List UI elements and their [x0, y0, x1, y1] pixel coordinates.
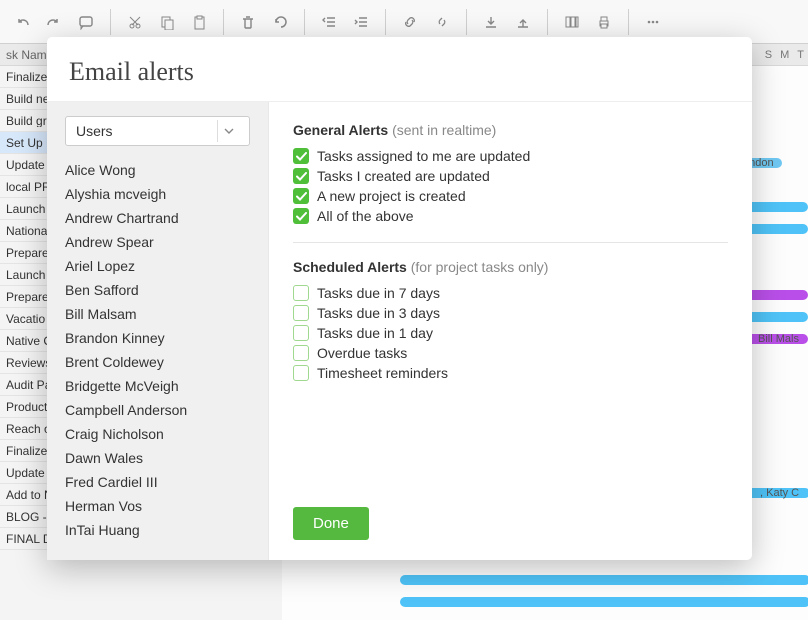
user-item[interactable]: Craig Nicholson — [65, 422, 250, 446]
print-icon[interactable] — [592, 10, 616, 34]
general-alerts-heading: General Alerts (sent in realtime) — [293, 122, 728, 138]
done-button[interactable]: Done — [293, 507, 369, 540]
chevron-down-icon — [217, 120, 239, 142]
gantt-bar-label: , Katy C — [760, 487, 799, 499]
option-label: Tasks I created are updated — [317, 168, 490, 184]
link-icon[interactable] — [398, 10, 422, 34]
general-option[interactable]: Tasks I created are updated — [293, 166, 728, 186]
user-item[interactable]: Bill Malsam — [65, 302, 250, 326]
users-pane: Users Alice WongAlyshia mcveighAndrew Ch… — [47, 102, 269, 560]
user-item[interactable]: Herman Vos — [65, 494, 250, 518]
checkbox-icon[interactable] — [293, 285, 309, 301]
option-label: Timesheet reminders — [317, 365, 448, 381]
trash-icon[interactable] — [236, 10, 260, 34]
user-item[interactable]: Campbell Anderson — [65, 398, 250, 422]
checkbox-icon[interactable] — [293, 208, 309, 224]
gantt-bar[interactable] — [400, 575, 808, 585]
user-item[interactable]: Brandon Kinney — [65, 326, 250, 350]
toolbar-divider — [547, 9, 548, 35]
option-label: Tasks due in 1 day — [317, 325, 433, 341]
alerts-pane: General Alerts (sent in realtime) Tasks … — [269, 102, 752, 560]
copy-icon[interactable] — [155, 10, 179, 34]
gantt-day: T — [797, 49, 804, 61]
checkbox-icon[interactable] — [293, 168, 309, 184]
user-item[interactable]: Andrew Spear — [65, 230, 250, 254]
dropdown-label: Users — [76, 123, 113, 139]
paste-icon[interactable] — [187, 10, 211, 34]
user-item[interactable]: Alice Wong — [65, 158, 250, 182]
user-list: Alice WongAlyshia mcveighAndrew Chartran… — [65, 158, 250, 542]
user-item[interactable]: Fred Cardiel III — [65, 470, 250, 494]
general-option[interactable]: A new project is created — [293, 186, 728, 206]
toolbar-divider — [223, 9, 224, 35]
comment-icon[interactable] — [74, 10, 98, 34]
toolbar-divider — [110, 9, 111, 35]
user-item[interactable]: Ariel Lopez — [65, 254, 250, 278]
checkbox-icon[interactable] — [293, 148, 309, 164]
scheduled-option[interactable]: Timesheet reminders — [293, 363, 728, 383]
general-option[interactable]: Tasks assigned to me are updated — [293, 146, 728, 166]
scheduled-option[interactable]: Tasks due in 7 days — [293, 283, 728, 303]
toolbar-divider — [466, 9, 467, 35]
checkbox-icon[interactable] — [293, 305, 309, 321]
scheduled-option[interactable]: Overdue tasks — [293, 343, 728, 363]
revert-icon[interactable] — [268, 10, 292, 34]
cut-icon[interactable] — [123, 10, 147, 34]
user-item[interactable]: Bridgette McVeigh — [65, 374, 250, 398]
gantt-bar-label: Bill Mals — [758, 333, 799, 345]
toolbar-divider — [628, 9, 629, 35]
user-item[interactable]: Brent Coldewey — [65, 350, 250, 374]
user-item[interactable]: Ben Safford — [65, 278, 250, 302]
undo-icon[interactable] — [10, 10, 34, 34]
scheduled-alerts-heading: Scheduled Alerts (for project tasks only… — [293, 259, 728, 275]
gantt-day: S — [765, 49, 772, 61]
columns-icon[interactable] — [560, 10, 584, 34]
users-dropdown[interactable]: Users — [65, 116, 250, 146]
modal-body: Users Alice WongAlyshia mcveighAndrew Ch… — [47, 101, 752, 560]
user-item[interactable]: InTai Huang — [65, 518, 250, 542]
section-divider — [293, 242, 728, 243]
option-label: A new project is created — [317, 188, 466, 204]
user-item[interactable]: Alyshia mcveigh — [65, 182, 250, 206]
indent-icon[interactable] — [349, 10, 373, 34]
gantt-bar[interactable] — [400, 597, 808, 607]
download-icon[interactable] — [479, 10, 503, 34]
upload-icon[interactable] — [511, 10, 535, 34]
redo-icon[interactable] — [42, 10, 66, 34]
outdent-icon[interactable] — [317, 10, 341, 34]
option-label: Tasks due in 3 days — [317, 305, 440, 321]
checkbox-icon[interactable] — [293, 365, 309, 381]
general-option[interactable]: All of the above — [293, 206, 728, 226]
option-label: Tasks assigned to me are updated — [317, 148, 530, 164]
unlink-icon[interactable] — [430, 10, 454, 34]
option-label: Tasks due in 7 days — [317, 285, 440, 301]
checkbox-icon[interactable] — [293, 325, 309, 341]
gantt-day: M — [780, 49, 789, 61]
checkbox-icon[interactable] — [293, 345, 309, 361]
more-icon[interactable] — [641, 10, 665, 34]
modal-title: Email alerts — [47, 37, 752, 101]
user-item[interactable]: Andrew Chartrand — [65, 206, 250, 230]
email-alerts-modal: Email alerts Users Alice WongAlyshia mcv… — [47, 37, 752, 560]
scheduled-option[interactable]: Tasks due in 3 days — [293, 303, 728, 323]
user-item[interactable]: Dawn Wales — [65, 446, 250, 470]
scheduled-option[interactable]: Tasks due in 1 day — [293, 323, 728, 343]
option-label: All of the above — [317, 208, 414, 224]
checkbox-icon[interactable] — [293, 188, 309, 204]
toolbar-divider — [385, 9, 386, 35]
toolbar-divider — [304, 9, 305, 35]
option-label: Overdue tasks — [317, 345, 407, 361]
